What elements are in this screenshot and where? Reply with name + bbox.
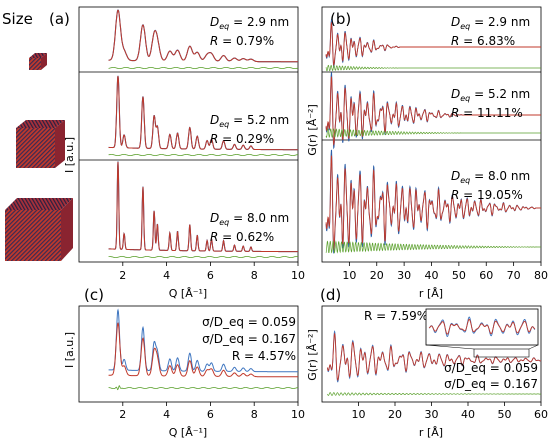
panel-d-legend-wide: σ/D_eq = 0.167	[444, 377, 538, 391]
panel-d-inset-wide-line	[428, 318, 536, 335]
panel-a-xlabel: Q [Å⁻¹]	[169, 287, 207, 300]
panel-c-legend-wide: σ/D_eq = 0.167	[202, 332, 296, 346]
panel-b: (b) 10 20 30 40 50 60 70 80 r [Å] Deq = 2.9 nm …	[321, 6, 548, 300]
panel-c-ylabel: I [a.u.]	[63, 332, 76, 368]
panel-b-deq-2: Deq = 5.2 nm	[451, 87, 530, 103]
panel-a-label: (a)	[49, 10, 70, 28]
particle-cube-medium	[16, 120, 65, 168]
size-label: Size	[2, 10, 33, 28]
panel-a-x-tick-label: 10	[291, 269, 305, 282]
panel-a-r-2: R = 0.29%	[210, 132, 274, 146]
panel-d-legend-narrow: σ/D_eq = 0.059	[444, 361, 538, 375]
panel-b-diff-line-1	[325, 64, 541, 72]
panel-a-fit-line-2	[108, 76, 298, 151]
panel-d-zoom-line-left	[425, 344, 475, 350]
panel-d: (d) 10 20 30 40 50 60 r [Å] R = 7.59% σ/D_eq …	[320, 286, 548, 439]
panel-c-x-tick-label: 2	[119, 408, 126, 421]
panel-d-x-tick-label: 10	[352, 408, 366, 421]
panel-a-ylabel: I [a.u.]	[63, 137, 76, 173]
panel-b-ylabel: G(r) [Å⁻²]	[306, 104, 319, 155]
panel-c-x-tick-label: 8	[251, 408, 258, 421]
panel-b-fit-line-3	[325, 155, 541, 251]
panel-b-x-tick-label: 70	[507, 269, 521, 282]
panel-d-r: R = 7.59%	[364, 309, 428, 323]
panel-b-x-tick-label: 10	[342, 269, 356, 282]
panel-c-legend-narrow: σ/D_eq = 0.059	[202, 315, 296, 329]
panel-b-deq-1: Deq = 2.9 nm	[451, 15, 530, 31]
panel-a-diff-line-2	[108, 153, 298, 157]
panel-b-label: (b)	[330, 10, 351, 28]
panel-b-r-3: R = 19.05%	[451, 188, 523, 202]
panel-a: (a) 2 4 6 8 10 Q [Å⁻¹] Deq = 2.9 nm R = 0.79…	[49, 6, 305, 300]
panel-a-r-3: R = 0.62%	[210, 230, 274, 244]
panel-c-label: (c)	[84, 286, 104, 304]
panel-c: (c) 2 4 6 8 10 Q [Å⁻¹] σ/D_eq = 0.059 σ/D_eq…	[78, 286, 305, 439]
panel-a-x-tick-label: 4	[163, 269, 170, 282]
panel-a-fit-line-3	[108, 161, 298, 253]
panel-d-zoom-line-right	[528, 344, 539, 350]
panel-a-r-1: R = 0.79%	[210, 34, 274, 48]
panel-a-fit-line-1	[108, 9, 298, 63]
panel-d-inset-narrow-line	[428, 316, 536, 337]
panel-d-x-tick-label: 50	[498, 408, 512, 421]
panel-a-deq-1: Deq = 2.9 nm	[210, 15, 289, 31]
panel-d-label: (d)	[320, 286, 341, 304]
panel-a-diff-line-1	[108, 67, 299, 69]
panel-b-xlabel: r [Å]	[419, 287, 443, 300]
panel-b-x-tick-label: 80	[534, 269, 548, 282]
panel-c-x-tick-label: 10	[291, 408, 305, 421]
panel-c-x-tick-label: 4	[163, 408, 170, 421]
panel-d-diff-line	[327, 392, 542, 396]
panel-b-x-tick-label: 30	[397, 269, 411, 282]
panel-b-diff-line-2	[325, 128, 541, 138]
panel-c-frame	[78, 305, 299, 403]
panel-b-x-tick-label: 20	[370, 269, 384, 282]
panel-a-frame	[78, 6, 299, 263]
panel-d-x-tick-label: 60	[534, 408, 548, 421]
panel-d-x-tick-label: 30	[425, 408, 439, 421]
panel-b-fit-line-2	[325, 76, 541, 146]
panel-d-ylabel: G(r) [Å⁻²]	[306, 329, 319, 380]
panel-d-wide-line	[327, 332, 542, 381]
particle-cube-small	[29, 53, 47, 70]
panel-d-x-tick-label: 20	[388, 408, 402, 421]
panel-d-xlabel: r [Å]	[419, 426, 443, 439]
panel-b-x-tick-label: 60	[479, 269, 493, 282]
panel-c-diff-line	[108, 385, 299, 391]
panel-a-deq-2: Deq = 5.2 nm	[210, 113, 289, 129]
panel-b-r-1: R = 6.83%	[451, 34, 515, 48]
panel-a-x-tick-label: 8	[251, 269, 258, 282]
panel-a-deq-3: Deq = 8.0 nm	[210, 211, 289, 227]
panel-c-xlabel: Q [Å⁻¹]	[169, 426, 207, 439]
panel-b-r-2: R = 11.11%	[451, 106, 523, 120]
panel-b-deq-3: Deq = 8.0 nm	[451, 169, 530, 185]
panel-c-r: R = 4.57%	[232, 349, 296, 363]
particle-cube-large	[5, 198, 73, 261]
panel-d-x-tick-label: 40	[461, 408, 475, 421]
panel-a-diff-line-3	[108, 255, 299, 259]
panel-b-diff-line-3	[325, 240, 541, 254]
panel-b-x-tick-label: 50	[452, 269, 466, 282]
panel-b-fit-line-1	[325, 21, 541, 66]
panel-c-x-tick-label: 6	[207, 408, 214, 421]
panel-a-x-tick-label: 2	[119, 269, 126, 282]
panel-b-x-tick-label: 40	[425, 269, 439, 282]
panel-d-zoom-box	[473, 348, 530, 358]
panel-a-x-tick-label: 6	[207, 269, 214, 282]
panel-c-wide-line	[108, 322, 298, 378]
